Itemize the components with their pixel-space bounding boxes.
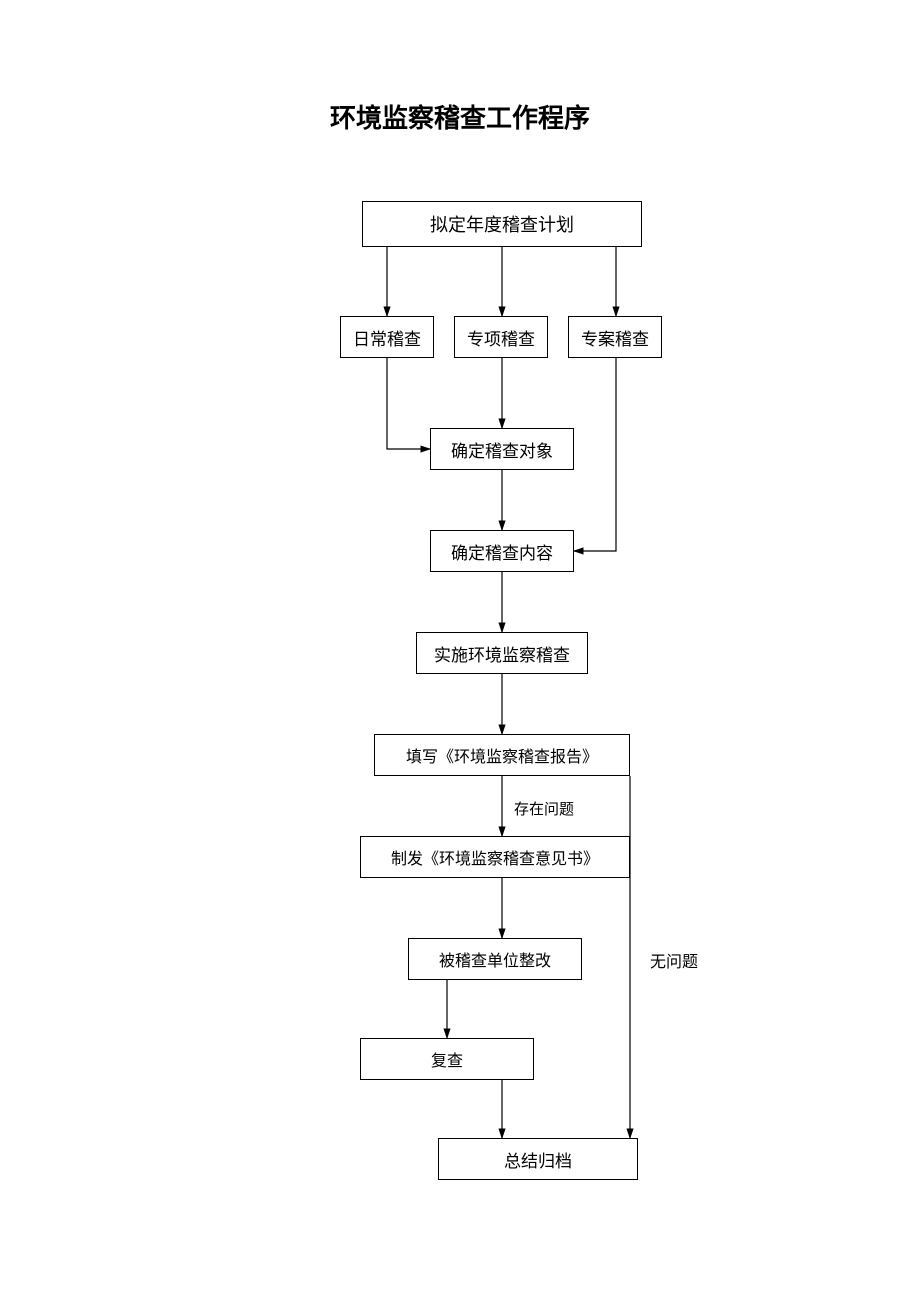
node-impl: 实施环境监察稽查 — [416, 632, 588, 674]
node-archive: 总结归档 — [438, 1138, 638, 1180]
node-target: 确定稽查对象 — [430, 428, 574, 470]
node-report: 填写《环境监察稽查报告》 — [374, 734, 630, 776]
lbl-problem: 存在问题 — [514, 798, 574, 819]
node-content: 确定稽查内容 — [430, 530, 574, 572]
flowchart-canvas: 环境监察稽查工作程序 拟定年度稽查计划日常稽查专项稽查专案稽查确定稽查对象确定稽… — [0, 0, 920, 1302]
node-case: 专案稽查 — [568, 316, 662, 358]
node-rectify: 被稽查单位整改 — [408, 938, 582, 980]
node-recheck: 复查 — [360, 1038, 534, 1080]
node-daily: 日常稽查 — [340, 316, 434, 358]
node-plan: 拟定年度稽查计划 — [362, 201, 642, 247]
page-title: 环境监察稽查工作程序 — [310, 98, 610, 135]
node-opinion: 制发《环境监察稽查意见书》 — [360, 836, 630, 878]
node-special: 专项稽查 — [454, 316, 548, 358]
lbl-no-problem: 无问题 — [650, 948, 698, 972]
